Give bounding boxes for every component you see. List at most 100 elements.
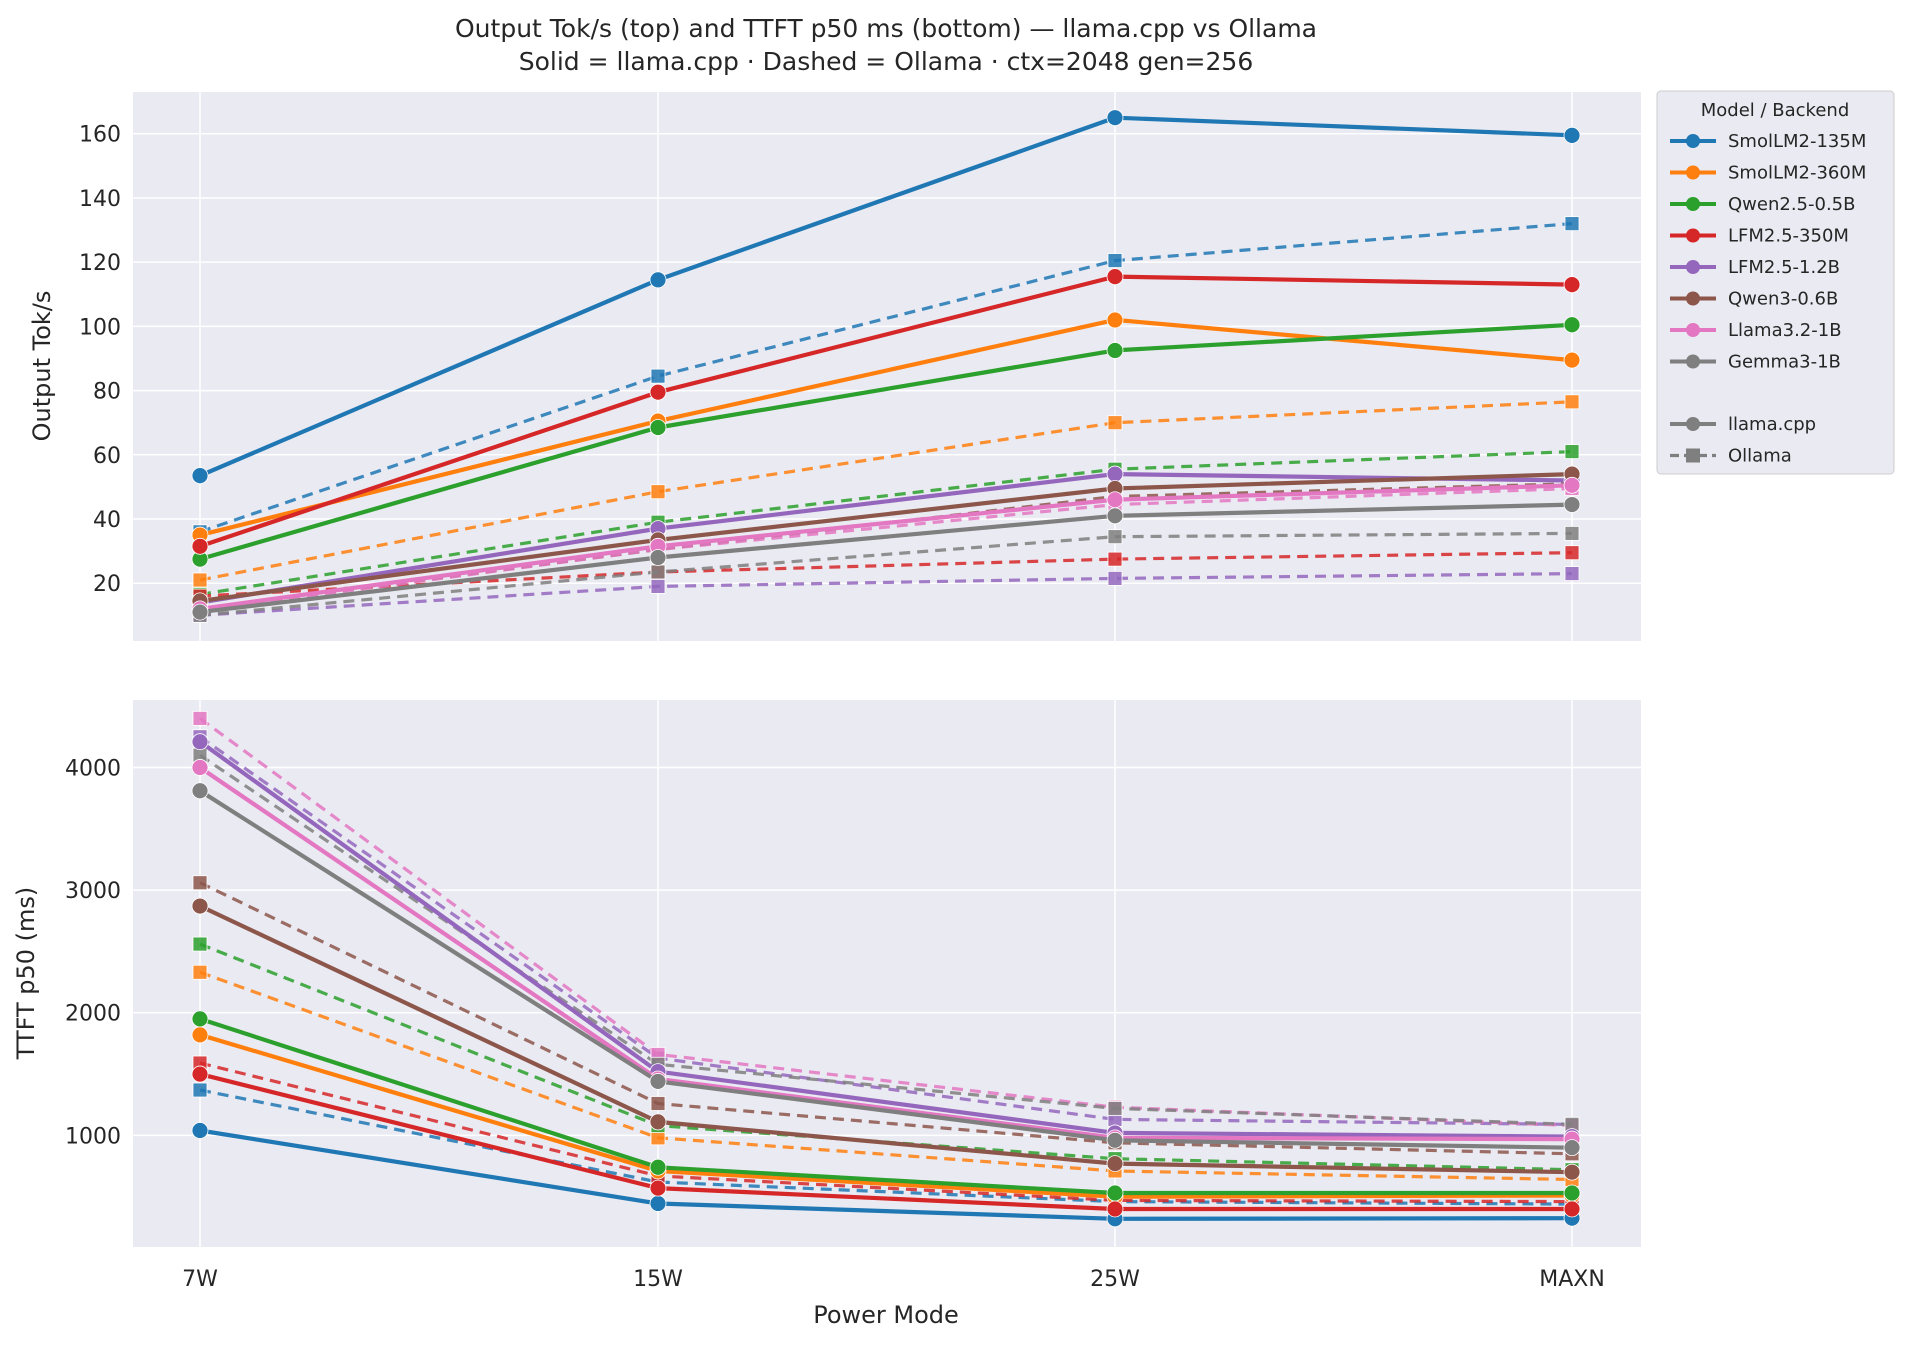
top-point-gemma3-1b-llamacpp bbox=[1106, 507, 1124, 525]
bottom-y-tick-label: 2000 bbox=[65, 1002, 121, 1027]
bottom-point-lfm2-5-350m-llamacpp bbox=[191, 1065, 209, 1083]
top-point-lfm2-5-350m-ollama bbox=[1107, 551, 1123, 567]
bottom-point-gemma3-1b-llamacpp bbox=[1563, 1139, 1581, 1157]
top-point-qwen2-5-0-5b-ollama bbox=[1564, 444, 1580, 459]
top-line-gemma3-1b-ollama bbox=[199, 531, 1573, 617]
x-tick-label: 7W bbox=[182, 1267, 218, 1292]
bottom-point-qwen2-5-0-5b-ollama bbox=[192, 936, 208, 952]
top-point-smollm2-135m-llamacpp bbox=[1106, 109, 1124, 127]
top-line-lfm2-5-1-2b-ollama bbox=[199, 572, 1573, 617]
top-y-tick-label: 20 bbox=[93, 572, 121, 597]
top-line-smollm2-360m-llamacpp bbox=[199, 317, 1573, 538]
legend-label: Qwen2.5-0.5B bbox=[1728, 194, 1855, 215]
legend-circle-marker bbox=[1686, 323, 1700, 337]
bottom-series-gemma3-1b-llamacpp bbox=[191, 782, 1581, 1157]
top-y-tick-label: 100 bbox=[79, 315, 121, 340]
bottom-point-qwen2-5-0-5b-llamacpp bbox=[649, 1158, 667, 1176]
legend-item-backend-llama-cpp: llama.cpp bbox=[1670, 414, 1816, 435]
top-line-qwen3-0-6b-llamacpp bbox=[199, 472, 1573, 603]
legend-label: Qwen3-0.6B bbox=[1728, 289, 1838, 310]
legend-item-smollm2-360m: SmolLM2-360M bbox=[1670, 163, 1866, 184]
legend-label: SmolLM2-135M bbox=[1728, 131, 1866, 152]
bottom-line-qwen2-5-0-5b-llamacpp bbox=[199, 1016, 1572, 1196]
top-point-smollm2-135m-llamacpp bbox=[191, 467, 209, 485]
bottom-line-qwen3-0-6b-ollama bbox=[199, 881, 1573, 1156]
bottom-point-smollm2-135m-llamacpp bbox=[191, 1122, 209, 1139]
top-point-gemma3-1b-ollama bbox=[1564, 526, 1580, 541]
bottom-point-llama3-2-1b-ollama bbox=[192, 710, 208, 726]
top-line-llama3-2-1b-llamacpp bbox=[199, 483, 1573, 611]
top-point-smollm2-135m-ollama bbox=[1107, 253, 1123, 268]
top-point-smollm2-135m-llamacpp bbox=[649, 271, 667, 289]
top-line-smollm2-360m-ollama bbox=[199, 400, 1573, 582]
bottom-line-smollm2-135m-llamacpp bbox=[199, 1128, 1573, 1221]
top-point-smollm2-360m-ollama bbox=[650, 484, 666, 500]
bottom-y-axis-label: TTFT p50 (ms) bbox=[12, 887, 40, 1061]
legend-label: Ollama bbox=[1728, 446, 1792, 467]
legend-circle-marker bbox=[1686, 165, 1700, 180]
top-point-lfm2-5-1-2b-ollama bbox=[650, 579, 666, 594]
legend-label: Gemma3-1B bbox=[1728, 352, 1841, 373]
bottom-line-smollm2-360m-ollama bbox=[199, 970, 1573, 1182]
bottom-plot-background bbox=[133, 700, 1641, 1247]
bottom-point-qwen3-0-6b-ollama bbox=[192, 875, 208, 891]
top-point-gemma3-1b-ollama bbox=[1107, 529, 1123, 545]
bottom-line-gemma3-1b-ollama bbox=[199, 753, 1573, 1126]
bottom-point-qwen3-0-6b-llamacpp bbox=[191, 897, 209, 915]
top-point-smollm2-135m-llamacpp bbox=[1563, 126, 1581, 144]
bottom-y-tick-label: 1000 bbox=[65, 1124, 121, 1149]
bottom-series-qwen2-5-0-5b-llamacpp bbox=[191, 1010, 1581, 1202]
top-series bbox=[191, 109, 1581, 623]
bottom-line-lfm2-5-350m-ollama bbox=[199, 1061, 1573, 1204]
top-point-gemma3-1b-llamacpp bbox=[649, 549, 667, 566]
top-y-tick-label: 80 bbox=[93, 380, 121, 405]
bottom-line-gemma3-1b-llamacpp bbox=[198, 789, 1573, 1150]
top-point-lfm2-5-350m-ollama bbox=[1564, 545, 1580, 561]
top-y-ticks: 20 40 60 80 100 120 140 160 bbox=[79, 123, 121, 597]
top-point-smollm2-360m-ollama bbox=[1107, 415, 1123, 431]
legend-label: Llama3.2-1B bbox=[1728, 320, 1842, 341]
legend-circle-marker bbox=[1686, 291, 1700, 306]
bottom-point-qwen3-0-6b-llamacpp bbox=[1106, 1155, 1124, 1173]
top-y-tick-label: 60 bbox=[93, 444, 121, 469]
top-line-smollm2-135m-llamacpp bbox=[199, 115, 1573, 478]
top-point-llama3-2-1b-llamacpp bbox=[1563, 476, 1581, 494]
bottom-point-smollm2-135m-ollama bbox=[192, 1082, 208, 1098]
x-ticks: 7W 15W 25W MAXN bbox=[182, 1267, 1605, 1292]
top-line-gemma3-1b-llamacpp bbox=[199, 502, 1573, 615]
bottom-line-lfm2-5-350m-llamacpp bbox=[199, 1072, 1572, 1212]
bottom-point-gemma3-1b-llamacpp bbox=[1106, 1131, 1124, 1149]
top-line-smollm2-135m-ollama bbox=[199, 222, 1573, 534]
bottom-point-llama3-2-1b-llamacpp bbox=[191, 759, 209, 776]
legend-circle-marker bbox=[1686, 134, 1700, 148]
top-point-lfm2-5-1-2b-llamacpp bbox=[1106, 465, 1124, 483]
top-y-axis-label: Output Tok/s bbox=[28, 291, 56, 442]
bottom-series-lfm2-5-350m-llamacpp bbox=[191, 1065, 1581, 1218]
bottom-point-smollm2-360m-llamacpp bbox=[191, 1026, 209, 1044]
bottom-y-tick-label: 3000 bbox=[65, 879, 121, 904]
bottom-line-smollm2-360m-llamacpp bbox=[199, 1032, 1573, 1199]
top-y-tick-label: 120 bbox=[79, 251, 121, 276]
top-line-qwen2-5-0-5b-llamacpp bbox=[199, 322, 1573, 562]
bottom-point-qwen3-0-6b-ollama bbox=[650, 1096, 666, 1111]
top-point-gemma3-1b-llamacpp bbox=[1563, 496, 1581, 513]
top-point-lfm2-5-350m-llamacpp bbox=[1563, 276, 1581, 294]
top-series-smollm2-360m-ollama bbox=[192, 394, 1580, 588]
bottom-point-qwen3-0-6b-llamacpp bbox=[1563, 1163, 1581, 1181]
top-point-qwen2-5-0-5b-llamacpp bbox=[1563, 316, 1581, 334]
top-line-qwen2-5-0-5b-ollama bbox=[199, 450, 1573, 596]
legend-item-backend-ollama: Ollama bbox=[1670, 446, 1792, 467]
legend-item-lfm2-5-350m: LFM2.5-350M bbox=[1670, 226, 1849, 247]
bottom-point-qwen2-5-0-5b-llamacpp bbox=[1106, 1184, 1124, 1202]
bottom-point-lfm2-5-350m-llamacpp bbox=[1563, 1200, 1581, 1218]
bottom-line-lfm2-5-1-2b-llamacpp bbox=[198, 739, 1573, 1139]
top-point-lfm2-5-350m-llamacpp bbox=[191, 537, 209, 555]
legend-item-llama3-2-1b: Llama3.2-1B bbox=[1670, 320, 1842, 341]
bottom-line-lfm2-5-1-2b-ollama bbox=[199, 735, 1573, 1126]
chart-title: Output Tok/s (top) and TTFT p50 ms (bott… bbox=[455, 14, 1317, 43]
bottom-point-gemma3-1b-ollama bbox=[1107, 1101, 1123, 1116]
bottom-point-lfm2-5-350m-llamacpp bbox=[1106, 1200, 1124, 1218]
top-point-gemma3-1b-llamacpp bbox=[191, 603, 209, 621]
legend-square-marker bbox=[1686, 448, 1700, 463]
bottom-line-smollm2-135m-ollama bbox=[199, 1088, 1573, 1206]
